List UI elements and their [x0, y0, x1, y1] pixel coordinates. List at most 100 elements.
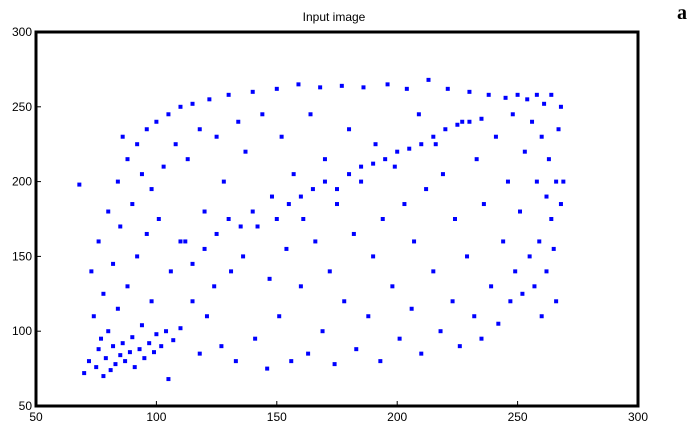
data-point: [320, 329, 325, 334]
data-point: [433, 142, 438, 147]
data-point: [94, 365, 99, 370]
data-point: [424, 187, 429, 192]
data-point: [549, 217, 554, 221]
y-tick-label: 100: [12, 324, 32, 338]
data-point: [366, 314, 371, 319]
data-point: [149, 299, 154, 304]
data-point: [542, 101, 547, 106]
y-tick-label: 150: [12, 249, 32, 263]
data-point: [515, 92, 520, 97]
data-point: [332, 362, 337, 367]
data-point: [457, 344, 462, 349]
data-point: [416, 112, 421, 117]
data-point: [108, 368, 113, 373]
data-point: [392, 164, 397, 169]
data-point: [544, 194, 549, 199]
data-point: [518, 209, 523, 214]
data-point: [472, 314, 477, 319]
data-point: [402, 202, 407, 207]
data-point: [214, 231, 219, 236]
data-point: [197, 351, 202, 356]
data-point: [371, 161, 376, 166]
data-point: [250, 209, 255, 214]
data-point: [168, 269, 173, 274]
data-point: [125, 284, 130, 289]
data-point: [455, 122, 460, 127]
data-point: [544, 269, 549, 274]
data-point: [147, 341, 152, 346]
x-tick-label: 300: [628, 410, 648, 424]
data-point: [313, 239, 318, 244]
data-point: [378, 359, 383, 364]
data-point: [407, 146, 412, 151]
data-point: [546, 157, 551, 162]
data-point: [229, 269, 234, 274]
data-point: [351, 231, 356, 236]
data-point: [89, 269, 94, 274]
x-tick-label: 250: [508, 410, 528, 424]
data-point: [322, 179, 327, 184]
data-point: [525, 97, 530, 102]
y-tick-label: 50: [19, 399, 33, 413]
data-point: [132, 365, 137, 370]
data-point: [539, 314, 544, 319]
data-point: [537, 239, 542, 244]
data-point: [440, 172, 445, 177]
data-point: [159, 344, 164, 349]
data-point: [298, 194, 303, 199]
data-point: [527, 254, 532, 259]
data-point: [96, 347, 101, 352]
data-point: [452, 217, 457, 221]
data-point: [106, 329, 111, 334]
data-point: [522, 149, 527, 154]
data-point: [474, 157, 479, 162]
data-point: [558, 202, 563, 207]
data-point: [164, 329, 169, 334]
data-point: [359, 179, 364, 184]
data-point: [139, 323, 144, 328]
data-point: [219, 344, 224, 349]
data-point: [513, 269, 518, 274]
data-point: [342, 299, 347, 304]
data-point: [137, 347, 142, 352]
data-point: [296, 82, 301, 87]
data-point: [233, 359, 238, 364]
data-point: [178, 104, 183, 109]
data-point: [286, 202, 291, 207]
data-point: [443, 127, 448, 132]
data-point: [371, 254, 376, 259]
data-point: [298, 284, 303, 289]
data-point: [291, 172, 296, 177]
data-point: [556, 127, 561, 132]
data-point: [486, 92, 491, 97]
data-point: [178, 326, 183, 331]
data-point: [96, 239, 101, 244]
data-point: [115, 179, 120, 184]
data-point: [241, 254, 246, 259]
data-point: [554, 179, 559, 184]
data-point: [226, 92, 231, 97]
data-point: [520, 291, 525, 296]
plot-frame: [34, 30, 640, 408]
data-point: [359, 164, 364, 169]
data-point: [250, 89, 255, 94]
data-point: [539, 134, 544, 139]
data-point: [166, 377, 171, 382]
data-point: [467, 119, 472, 124]
x-tick-label: 150: [267, 410, 287, 424]
y-tick-label: 200: [12, 175, 32, 189]
data-point: [178, 239, 183, 244]
data-point: [130, 202, 135, 207]
data-point: [397, 336, 402, 341]
data-point: [135, 142, 140, 147]
data-point: [496, 321, 501, 326]
data-point: [335, 202, 339, 207]
data-point: [86, 359, 91, 364]
data-point: [347, 172, 352, 177]
data-point: [493, 134, 498, 139]
panel-label: a: [677, 2, 687, 24]
x-tick-label: 50: [29, 410, 43, 424]
data-point: [267, 276, 272, 281]
